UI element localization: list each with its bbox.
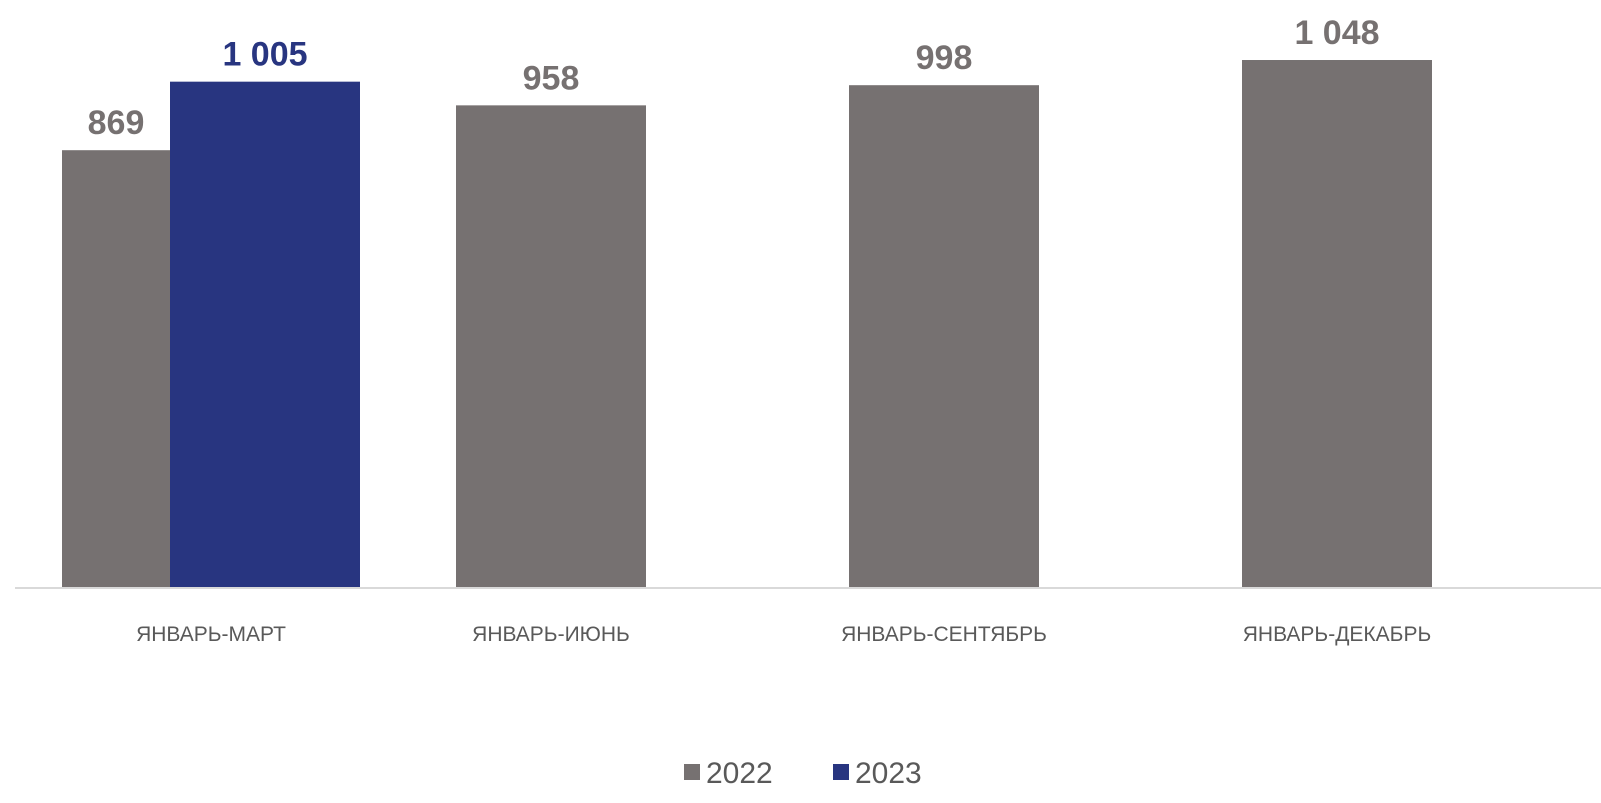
value-labels-group: 869 1 005 958 998 1 048 bbox=[88, 14, 1380, 142]
x-tick-label-4: ЯНВАРЬ-ДЕКАБРЬ bbox=[1243, 623, 1431, 646]
legend: 2022 2023 bbox=[684, 757, 922, 790]
bar-2022-4 bbox=[1242, 60, 1432, 588]
data-label-2022-4: 1 048 bbox=[1294, 14, 1379, 52]
legend-swatch-2022 bbox=[684, 764, 700, 780]
bar-2023-1 bbox=[170, 81, 360, 589]
x-tick-label-3: ЯНВАРЬ-СЕНТЯБРЬ bbox=[841, 623, 1047, 646]
bars-group bbox=[62, 60, 1432, 589]
data-label-2022-1: 869 bbox=[88, 104, 145, 142]
data-label-2022-2: 958 bbox=[523, 59, 580, 97]
bar-2022-1 bbox=[62, 150, 170, 589]
legend-label-2023: 2023 bbox=[855, 757, 922, 790]
data-label-2022-3: 998 bbox=[916, 39, 973, 77]
x-tick-label-1: ЯНВАРЬ-МАРТ bbox=[136, 623, 286, 646]
bar-2022-3 bbox=[849, 85, 1039, 589]
x-tick-label-2: ЯНВАРЬ-ИЮНЬ bbox=[472, 623, 630, 646]
data-label-2023-1: 1 005 bbox=[222, 36, 307, 74]
bar-2022-2 bbox=[456, 105, 646, 589]
legend-swatch-2023 bbox=[833, 764, 849, 780]
legend-label-2022: 2022 bbox=[706, 757, 773, 790]
x-tick-labels-group: ЯНВАРЬ-МАРТ ЯНВАРЬ-ИЮНЬ ЯНВАРЬ-СЕНТЯБРЬ ЯНВ… bbox=[136, 623, 1431, 646]
